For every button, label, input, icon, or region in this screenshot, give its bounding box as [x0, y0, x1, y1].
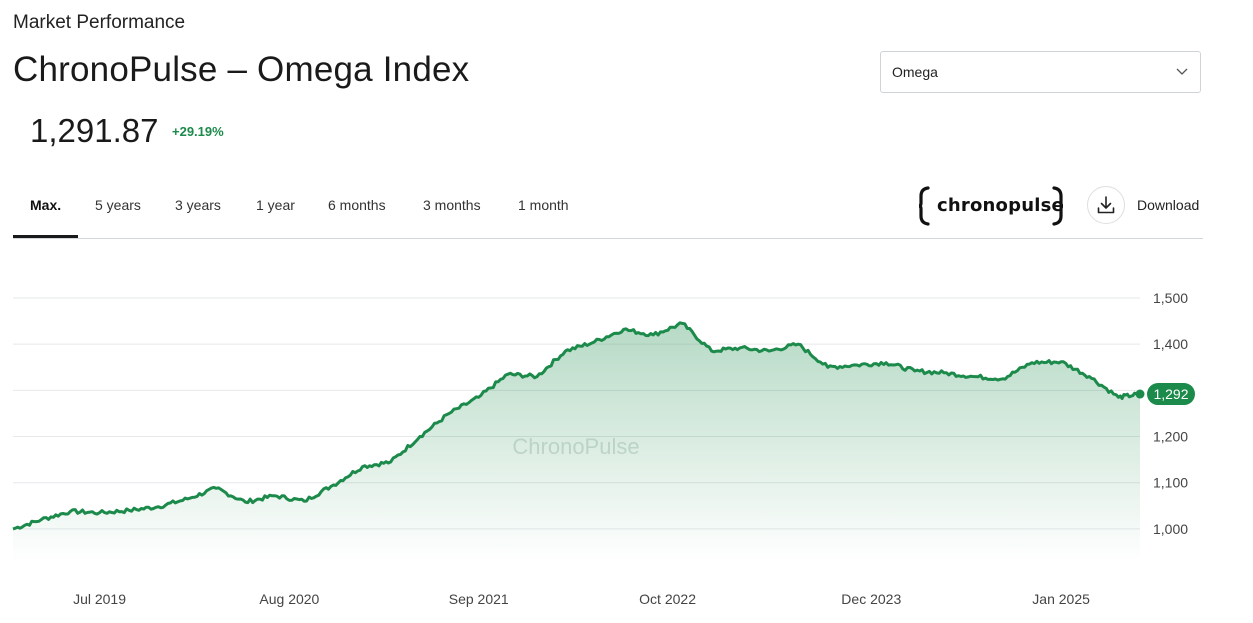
tab-5-years[interactable]: 5 years [95, 197, 141, 213]
range-tabs: Max. 5 years 3 years 1 year 6 months 3 m… [13, 184, 1203, 238]
y-tick-label: 1,200 [1153, 429, 1188, 445]
page-eyebrow: Market Performance [13, 12, 186, 33]
series-area [13, 322, 1140, 562]
tab-3-years[interactable]: 3 years [175, 197, 221, 213]
current-price: 1,291.87 [30, 112, 159, 149]
tab-1-year[interactable]: 1 year [256, 197, 295, 213]
tab-3-months[interactable]: 3 months [423, 197, 481, 213]
active-tab-indicator [13, 235, 78, 238]
index-select[interactable]: Omega [880, 51, 1201, 93]
tabs-divider [13, 238, 1203, 239]
price-change: +29.19% [172, 124, 224, 139]
x-tick-label: Aug 2020 [259, 591, 319, 607]
brand-wordmark: chronopulse [937, 195, 1064, 216]
x-tick-label: Dec 2023 [841, 591, 901, 607]
chevron-down-icon [1176, 68, 1188, 75]
last-value-label: 1,292 [1153, 386, 1188, 402]
last-value-badge [1147, 383, 1195, 406]
tab-1-month[interactable]: 1 month [518, 197, 569, 213]
x-tick-label: Sep 2021 [449, 591, 509, 607]
y-tick-label: 1,100 [1153, 475, 1188, 491]
tab-6-months[interactable]: 6 months [328, 197, 386, 213]
x-tick-label: Jul 2019 [73, 591, 126, 607]
y-tick-label: 1,500 [1153, 290, 1188, 306]
page-title: ChronoPulse – Omega Index [13, 50, 470, 89]
x-tick-label: Jan 2025 [1032, 591, 1090, 607]
index-select-value: Omega [892, 64, 938, 80]
performance-chart: 1,0001,1001,2001,4001,500ChronoPulse1,29… [12, 290, 1195, 607]
download-label[interactable]: Download [1137, 197, 1200, 213]
tab-max[interactable]: Max. [30, 197, 62, 213]
brand-brackets-icon [918, 186, 1064, 226]
last-point-marker [1135, 389, 1145, 399]
chronopulse-logo: chronopulse [918, 186, 1064, 226]
y-tick-label: 1,400 [1153, 336, 1188, 352]
download-icon [1097, 196, 1115, 214]
x-tick-label: Oct 2022 [639, 591, 696, 607]
download-button[interactable] [1087, 186, 1125, 224]
y-tick-label: 1,000 [1153, 521, 1188, 537]
series-line [12, 321, 1141, 531]
